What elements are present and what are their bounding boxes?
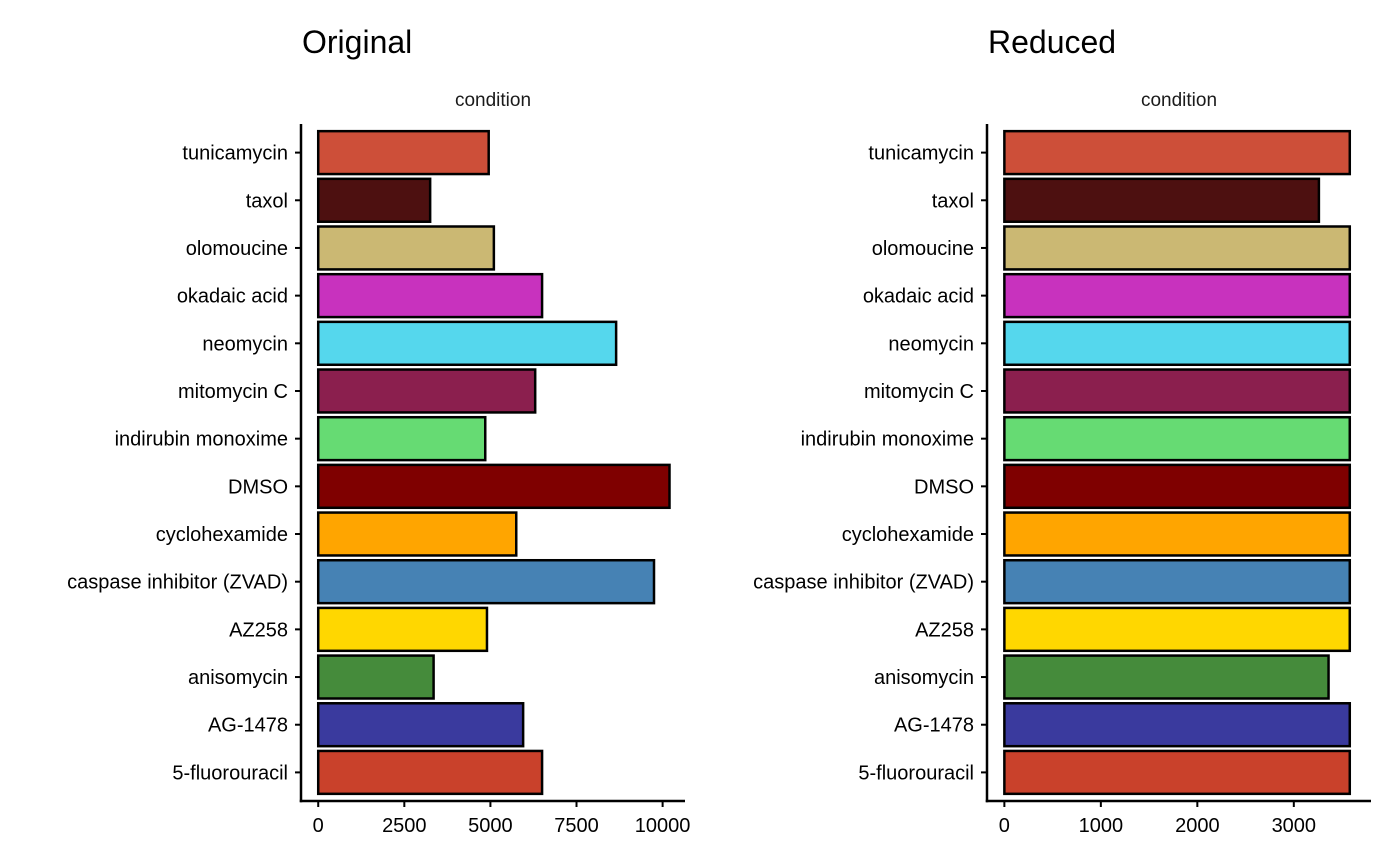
category-label-caspase-inhibitor-zvad-reduced: caspase inhibitor (ZVAD) bbox=[753, 572, 974, 594]
panel-title-original: Original bbox=[302, 24, 412, 60]
category-label-mitomycin-c-original: mitomycin C bbox=[178, 381, 288, 403]
category-label-az258-original: AZ258 bbox=[229, 619, 288, 641]
category-label-dmso-reduced: DMSO bbox=[914, 476, 974, 498]
bar-tunicamycin-original bbox=[316, 129, 490, 176]
bar-caspase-inhibitor-zvad-reduced bbox=[1003, 558, 1352, 605]
category-label-tunicamycin-original: tunicamycin bbox=[182, 143, 288, 165]
category-label-ag-1478-original: AG-1478 bbox=[208, 715, 288, 737]
bar-cyclohexamide-reduced bbox=[1003, 511, 1352, 557]
category-label-ag-1478-reduced: AG-1478 bbox=[894, 715, 974, 737]
category-label-olomoucine-original: olomoucine bbox=[186, 238, 288, 260]
category-label-okadaic-acid-original: okadaic acid bbox=[177, 286, 288, 308]
bar-indirubin-monoxime-reduced bbox=[1003, 415, 1352, 462]
x-tick-label-2000-reduced: 2000 bbox=[1175, 815, 1220, 837]
category-label-5-fluorouracil-original: 5-fluorouracil bbox=[172, 762, 288, 784]
bar-taxol-reduced bbox=[1003, 177, 1321, 223]
bar-indirubin-monoxime-original bbox=[316, 415, 487, 462]
category-label-cyclohexamide-original: cyclohexamide bbox=[156, 524, 288, 546]
bar-dmso-original bbox=[316, 463, 671, 510]
bar-olomoucine-reduced bbox=[1003, 225, 1352, 271]
x-tick-label-7500-original: 7500 bbox=[554, 815, 599, 837]
category-label-dmso-original: DMSO bbox=[228, 476, 288, 498]
x-tick-label-2500-original: 2500 bbox=[382, 815, 427, 837]
bar-neomycin-reduced bbox=[1003, 320, 1352, 367]
category-label-anisomycin-reduced: anisomycin bbox=[874, 667, 974, 689]
category-label-mitomycin-c-reduced: mitomycin C bbox=[864, 381, 974, 403]
bars-reduced bbox=[1003, 129, 1352, 796]
category-label-neomycin-original: neomycin bbox=[202, 333, 288, 355]
bar-5-fluorouracil-original bbox=[316, 749, 544, 796]
bar-okadaic-acid-reduced bbox=[1003, 272, 1352, 319]
x-tick-label-0-reduced: 0 bbox=[999, 815, 1010, 837]
bar-neomycin-original bbox=[316, 320, 618, 367]
bar-tunicamycin-reduced bbox=[1003, 129, 1352, 176]
category-label-indirubin-monoxime-reduced: indirubin monoxime bbox=[801, 429, 974, 451]
bar-cyclohexamide-original bbox=[316, 511, 518, 557]
bar-taxol-original bbox=[316, 177, 432, 223]
category-label-anisomycin-original: anisomycin bbox=[188, 667, 288, 689]
category-label-taxol-reduced: taxol bbox=[932, 190, 974, 212]
bar-mitomycin-c-reduced bbox=[1003, 368, 1352, 414]
bar-az258-original bbox=[316, 606, 489, 653]
category-label-okadaic-acid-reduced: okadaic acid bbox=[863, 286, 974, 308]
facet-label-original: condition bbox=[455, 90, 531, 111]
bar-dmso-reduced bbox=[1003, 463, 1352, 510]
bar-okadaic-acid-original bbox=[316, 272, 544, 319]
x-tick-label-0-original: 0 bbox=[313, 815, 324, 837]
x-tick-label-10000-original: 10000 bbox=[635, 815, 691, 837]
x-tick-label-3000-reduced: 3000 bbox=[1272, 815, 1317, 837]
category-label-az258-reduced: AZ258 bbox=[915, 619, 974, 641]
axes-reduced: tunicamycin taxol olomoucine okadaic acid ne… bbox=[753, 124, 1371, 837]
bar-5-fluorouracil-reduced bbox=[1003, 749, 1352, 796]
bar-anisomycin-reduced bbox=[1003, 654, 1330, 700]
bars-original bbox=[316, 129, 671, 796]
bar-anisomycin-original bbox=[316, 654, 435, 700]
category-label-caspase-inhibitor-zvad-original: caspase inhibitor (ZVAD) bbox=[67, 572, 288, 594]
facet-label-reduced: condition bbox=[1141, 90, 1217, 111]
category-label-taxol-original: taxol bbox=[246, 190, 288, 212]
bar-olomoucine-original bbox=[316, 225, 496, 271]
bar-caspase-inhibitor-zvad-original bbox=[316, 558, 656, 605]
axes-original: tunicamycin taxol olomoucine okadaic acid ne… bbox=[67, 124, 690, 837]
category-label-5-fluorouracil-reduced: 5-fluorouracil bbox=[858, 762, 974, 784]
original-panel: Original condition tunicamycin taxol olomo… bbox=[67, 24, 690, 837]
bar-az258-reduced bbox=[1003, 606, 1352, 653]
panel-title-reduced: Reduced bbox=[988, 24, 1116, 60]
category-label-olomoucine-reduced: olomoucine bbox=[872, 238, 974, 260]
category-label-neomycin-reduced: neomycin bbox=[888, 333, 974, 355]
category-label-indirubin-monoxime-original: indirubin monoxime bbox=[115, 429, 288, 451]
x-tick-label-5000-original: 5000 bbox=[468, 815, 513, 837]
x-tick-label-1000-reduced: 1000 bbox=[1079, 815, 1124, 837]
bar-mitomycin-c-original bbox=[316, 368, 537, 414]
bar-ag-1478-original bbox=[316, 702, 525, 748]
bar-ag-1478-reduced bbox=[1003, 702, 1352, 748]
category-label-cyclohexamide-reduced: cyclohexamide bbox=[842, 524, 974, 546]
category-label-tunicamycin-reduced: tunicamycin bbox=[868, 143, 974, 165]
reduced-panel: Reduced condition tunicamycin taxol olomou… bbox=[753, 24, 1371, 837]
